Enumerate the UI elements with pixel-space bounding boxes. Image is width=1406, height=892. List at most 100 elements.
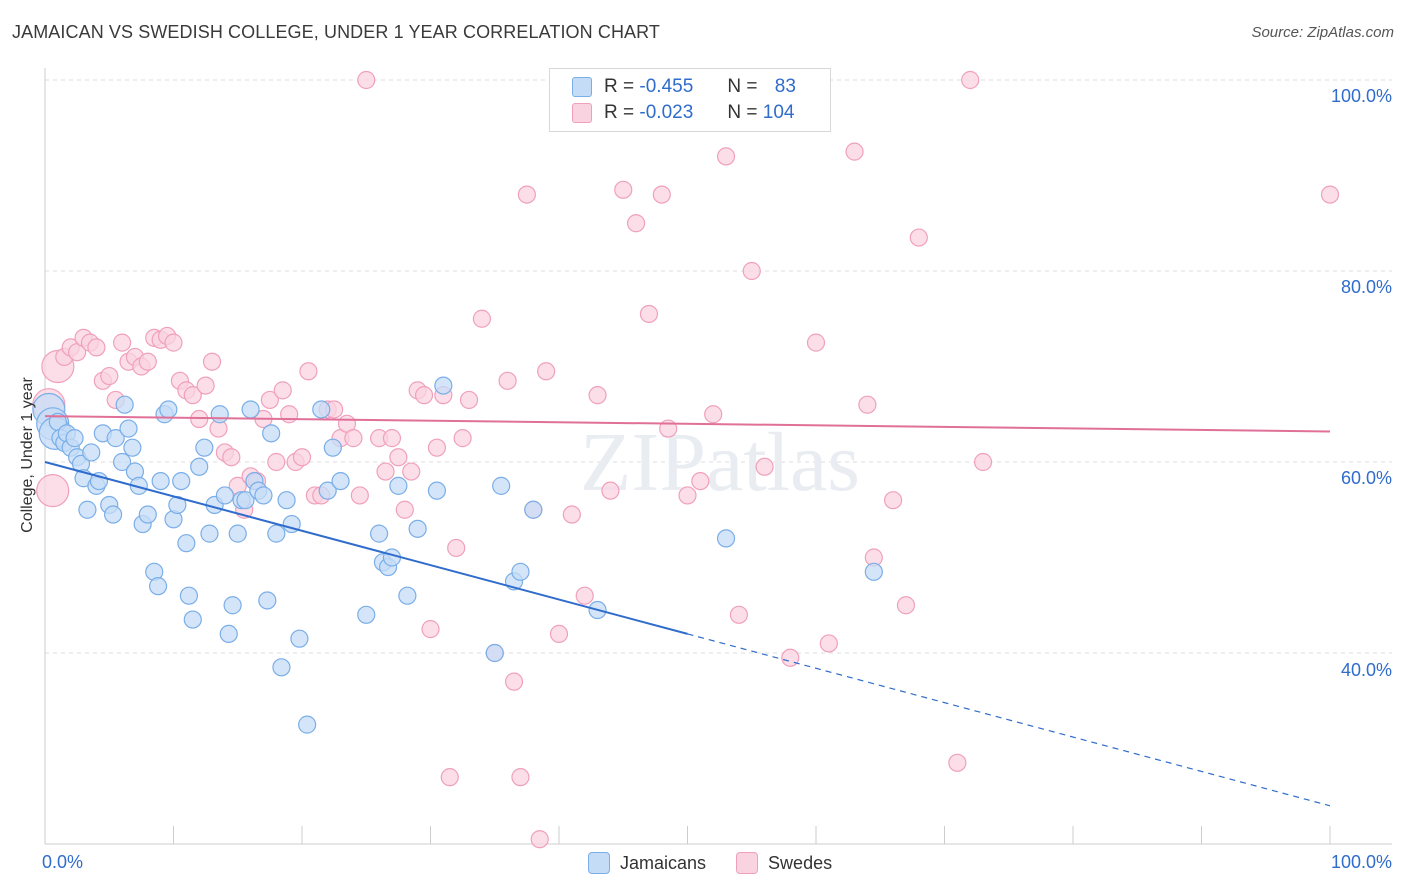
jamaicans-point [228,524,247,543]
jamaicans-point [179,586,199,605]
y-tick-40: 40.0% [1340,660,1392,680]
swedes-point [575,586,594,605]
source-label: Source: ZipAtlas.com [1251,24,1394,41]
jamaicans-point [148,577,168,596]
swedes-point [202,352,222,371]
swedes-point [267,452,286,472]
jamaicans-point [267,524,286,543]
jamaicans-point [65,429,84,448]
swedes-point [357,70,376,90]
swedes-point [973,452,993,472]
swedes-point [389,448,408,467]
x-tick-max: 100.0% [1330,852,1392,872]
swedes-point [729,605,749,624]
swedes-point [402,462,421,481]
swedes-point [742,261,761,281]
jamaicans-point [716,529,736,548]
jamaicans-point [524,500,543,519]
swedes-point [626,214,646,233]
swedes-point [639,304,659,324]
swedes-point [414,386,434,405]
legend-row-swedes: R = -0.023 N = 104 [572,102,794,124]
jamaicans-point [323,438,342,457]
swedes-point [459,390,479,410]
swedes-point [273,381,292,400]
legend-r-value: -0.455 [639,76,694,97]
jamaicans-point [236,491,255,510]
jamaicans-point [195,438,214,457]
jamaicans-point [864,562,883,581]
jamaicans-point [434,376,453,395]
swedes-point [909,228,928,247]
swedes-point [896,596,916,615]
jamaicans-point [172,472,191,491]
swedes-point [691,472,710,491]
jamaicans-point [258,591,277,610]
swedes-point [299,362,318,381]
watermark: ZIPatlas [580,416,860,509]
swedes-point [517,185,536,204]
swedes-point [961,70,980,90]
jamaicans-trend-extension [687,633,1331,807]
legend-r-label: R = [604,76,635,97]
jamaicans-point [78,500,97,519]
swedes-point [292,448,312,467]
gridlines [45,79,1392,654]
jamaicans-point [104,505,123,524]
legend-r-label: R = [604,102,635,123]
jamaicans-point [398,586,417,605]
jamaicans-point [492,476,511,495]
swedes-trend-line [44,415,1331,433]
y-tick-100: 100.0% [1330,86,1392,106]
jamaicans-point [427,481,447,500]
legend-row-jamaicans: R = -0.455 N = 83 [572,76,796,98]
swedes-point [87,338,106,357]
jamaicans-point [290,629,309,648]
jamaicans-point [277,491,296,510]
swedes-point [260,390,279,410]
swedes-point [845,142,864,161]
swedes-point [382,429,402,448]
jamaicans-point [272,658,291,677]
y-tick-60: 60.0% [1340,468,1392,488]
swedes-point [100,366,119,386]
legend-r-value: -0.023 [639,102,694,123]
legend-n-label: N = [727,102,758,123]
jamaicans-point [331,472,350,491]
swedes-point [678,486,697,505]
jamaicans-point [183,610,202,629]
swedes-point [537,362,556,381]
swedes-point [781,648,800,667]
swedes-point [36,474,70,508]
swedes-point [530,830,549,849]
legend-item-jamaicans: Jamaicans [588,852,706,874]
legend-swatch-jamaicans [588,852,610,874]
swedes-point [376,462,395,481]
jamaicans-point [382,548,402,567]
y-tick-80: 80.0% [1340,277,1392,297]
jamaicans-point [112,452,132,472]
jamaicans-point [115,395,134,414]
legend-n-value: 83 [774,76,796,97]
swedes-point [183,386,202,405]
swedes-point [453,429,472,448]
jamaicans-point [210,405,229,424]
jamaicans-point [357,605,376,624]
swedes-point [440,768,459,787]
x-tick-min: 0.0% [42,852,84,872]
swedes-point [948,753,967,772]
swedes-point [806,333,826,352]
jamaicans-point [298,715,317,734]
jamaicans-point [262,424,281,443]
jamaicans-point [129,476,148,495]
legend-n-value: 104 [762,102,795,123]
swedes-point [395,500,414,519]
jamaicans-point [159,400,178,419]
swedes-point [222,448,241,467]
swedes-point [819,634,838,653]
jamaicans-point [389,476,408,495]
jamaicans-point [318,481,337,500]
jamaicans-point [200,524,219,543]
legend-n-label: N = [727,76,758,97]
